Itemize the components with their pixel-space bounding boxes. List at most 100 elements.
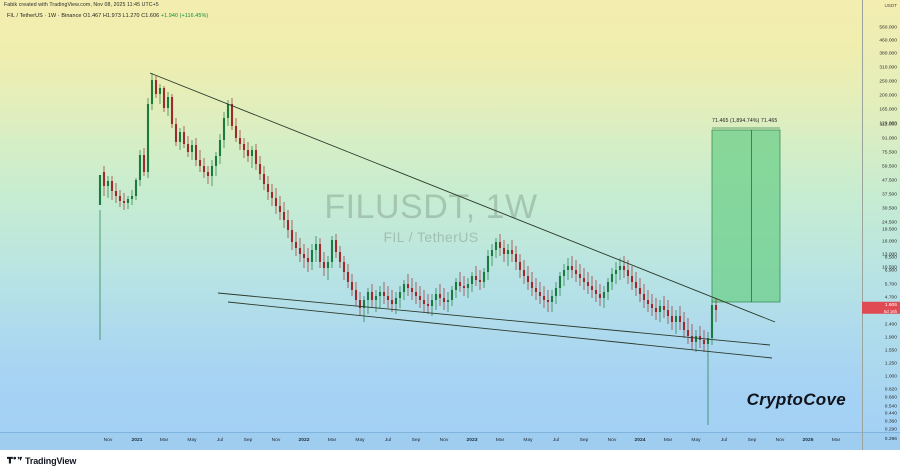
time-tick: 2024 xyxy=(634,438,646,443)
price-tick: 310.000 xyxy=(879,65,897,71)
candle-body xyxy=(142,155,146,172)
lower-descending-support-2[interactable] xyxy=(227,301,773,359)
candle-body xyxy=(266,184,270,192)
candle-body xyxy=(110,181,114,191)
tradingview-logo-text: TradingView xyxy=(25,455,77,466)
price-tick: 1.000 xyxy=(884,374,897,380)
price-tick: 0.540 xyxy=(884,404,897,410)
candle-body xyxy=(358,300,362,308)
time-tick: 2025 xyxy=(802,438,814,443)
candle-body xyxy=(574,270,578,274)
candle-body xyxy=(442,298,446,302)
candle-body xyxy=(390,300,394,304)
time-tick: Nov xyxy=(271,438,281,443)
price-tick: 460.000 xyxy=(879,38,897,44)
candle-body xyxy=(178,132,182,142)
candle-body xyxy=(366,292,370,300)
candle-body xyxy=(522,270,526,276)
time-tick: Mar xyxy=(495,438,505,443)
candle-body xyxy=(466,284,470,288)
candle-body xyxy=(182,132,186,144)
candle-body xyxy=(310,250,314,262)
price-tick: 6.900 xyxy=(884,268,897,274)
candle-body xyxy=(682,322,686,330)
candle-body xyxy=(530,282,534,288)
chart-plot-area[interactable]: FILUSDT, 1W FIL / TetherUS 71.465 (1,894… xyxy=(0,0,862,432)
candle-body xyxy=(418,296,422,300)
candle-body xyxy=(510,250,514,254)
price-tick: 165.000 xyxy=(879,107,897,113)
time-tick: Nov xyxy=(439,438,449,443)
candle-body xyxy=(194,145,198,160)
candle-body xyxy=(618,266,622,270)
time-tick: 2021 xyxy=(131,438,143,443)
axis-corner-value: 0.296 xyxy=(884,437,897,442)
candle-body xyxy=(602,292,606,298)
candle-body xyxy=(382,292,386,296)
time-tick: Sep xyxy=(411,438,421,443)
candle-body xyxy=(594,290,598,294)
candle-body xyxy=(250,150,254,156)
candle-body xyxy=(130,196,134,199)
candle-body xyxy=(714,305,718,310)
time-tick: Mar xyxy=(831,438,841,443)
candle-body xyxy=(102,172,106,186)
candle-body xyxy=(694,336,698,342)
price-tick: 380.000 xyxy=(879,51,897,57)
candle-body xyxy=(450,290,454,300)
price-tick: 59.500 xyxy=(882,164,897,170)
tradingview-mark-icon xyxy=(7,456,22,463)
candle-body xyxy=(638,288,642,294)
candlestick-series xyxy=(98,73,718,425)
symbol-change-value: +1.940 (+116.45%) xyxy=(160,13,209,19)
candle-body xyxy=(170,97,174,124)
measure-box-rect[interactable] xyxy=(711,129,781,303)
candle-body xyxy=(446,300,450,302)
price-tick: 13.000 xyxy=(882,252,897,258)
candle-body xyxy=(566,266,570,270)
candle-body xyxy=(222,118,226,140)
candle-body xyxy=(634,282,638,288)
candle-body xyxy=(106,181,110,186)
candle-body xyxy=(470,276,474,284)
candle-body xyxy=(546,300,550,302)
candle-body xyxy=(274,198,278,206)
candle-body xyxy=(218,140,222,156)
candle-body xyxy=(402,284,406,292)
candle-body xyxy=(230,104,234,126)
candle-body xyxy=(246,150,250,156)
candle-body xyxy=(498,242,502,248)
candle-body xyxy=(302,254,306,258)
candle-body xyxy=(234,126,238,138)
candle-body xyxy=(690,336,694,342)
candle-body xyxy=(254,150,258,164)
tradingview-logo[interactable]: TradingView xyxy=(7,456,76,466)
candle-body xyxy=(122,201,126,203)
candle-body xyxy=(670,316,674,322)
price-tick: 16.000 xyxy=(882,239,897,245)
candle-body xyxy=(558,276,562,288)
time-axis[interactable]: Nov 2021 Mar May Jul Sep Nov 2022 Mar May Jul Sep No… xyxy=(0,432,862,450)
trendlines-layer[interactable] xyxy=(149,72,776,359)
price-axis[interactable]: USDT 560.000 460.000 380.000 310.000 250.000… xyxy=(862,0,900,433)
candle-body xyxy=(678,316,682,322)
measure-box-layer[interactable] xyxy=(711,127,781,303)
candle-body xyxy=(518,262,522,270)
candle-body xyxy=(422,300,426,304)
price-tick: 2.400 xyxy=(884,322,897,328)
chart-credit-text: Fabik created with TradingView.com, Nov … xyxy=(4,2,159,8)
price-tick: 19.500 xyxy=(882,227,897,233)
symbol-info-bar[interactable]: FIL / TetherUS · 1W · Binance O1.467 H1.… xyxy=(7,13,208,19)
price-tick: 5.700 xyxy=(884,282,897,288)
lower-descending-support-1[interactable] xyxy=(217,292,771,346)
candle-body xyxy=(278,206,282,212)
candle-body xyxy=(158,88,162,94)
candle-body xyxy=(626,270,630,276)
price-tick: 37.500 xyxy=(882,192,897,198)
candle-body xyxy=(550,296,554,302)
upper-descending-resistance[interactable] xyxy=(149,72,776,323)
price-tick: 4.700 xyxy=(884,295,897,301)
candle-body xyxy=(478,280,482,282)
candle-body xyxy=(562,270,566,276)
candle-body xyxy=(526,276,530,282)
